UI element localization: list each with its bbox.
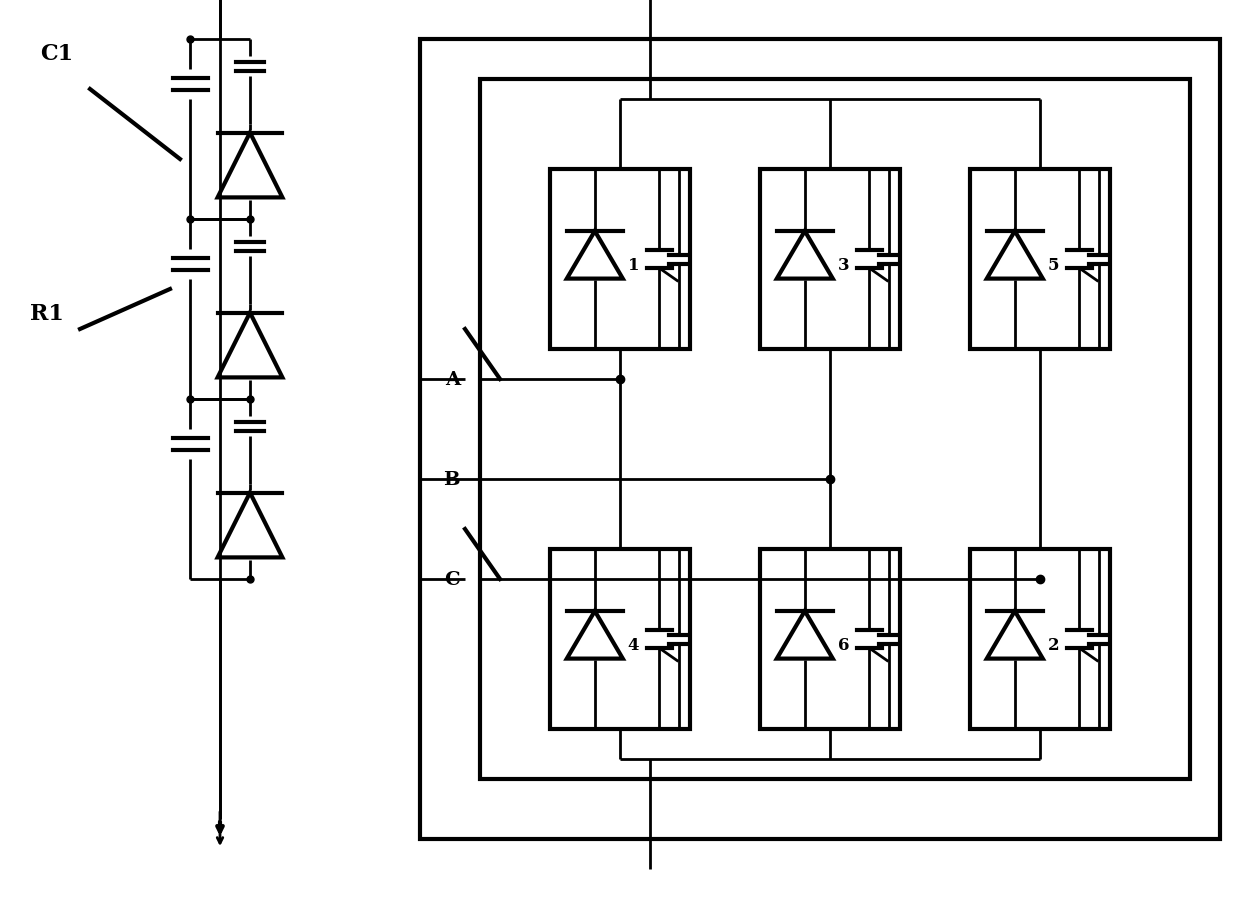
Bar — [970, 550, 1110, 729]
Text: 4: 4 — [627, 636, 640, 652]
Bar — [760, 550, 900, 729]
Text: B: B — [444, 471, 460, 489]
Text: 6: 6 — [838, 636, 849, 652]
Text: C1: C1 — [40, 43, 73, 65]
Text: 1: 1 — [627, 256, 640, 273]
Text: 5: 5 — [1048, 256, 1059, 273]
Text: C: C — [444, 571, 460, 588]
Bar — [551, 170, 689, 349]
Text: R1: R1 — [30, 302, 64, 324]
Bar — [970, 170, 1110, 349]
Text: 2: 2 — [1048, 636, 1059, 652]
Bar — [480, 80, 1190, 779]
Text: A: A — [445, 370, 460, 389]
Bar — [420, 40, 1220, 839]
Bar — [551, 550, 689, 729]
Bar — [760, 170, 900, 349]
Text: 3: 3 — [838, 256, 849, 273]
